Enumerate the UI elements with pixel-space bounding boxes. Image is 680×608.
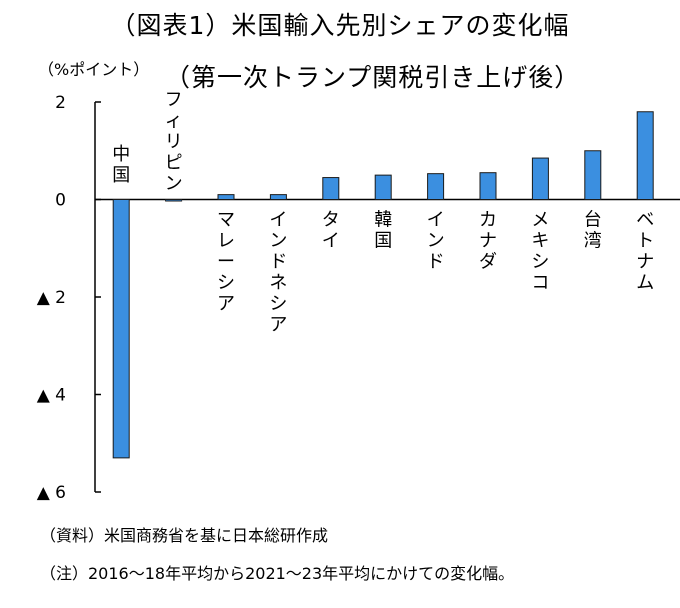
- source-note: （資料）米国商務省を基に日本総研作成: [40, 526, 329, 545]
- bar: [584, 150, 602, 200]
- category-label: タイ: [322, 210, 340, 252]
- category-label: カナダ: [479, 210, 497, 273]
- bar: [479, 172, 497, 200]
- category-label: メキシコ: [531, 210, 549, 294]
- bar: [112, 199, 130, 459]
- category-label: マレーシア: [217, 210, 235, 315]
- category-label: インド: [427, 210, 445, 273]
- y-tick-label: 2: [55, 93, 66, 113]
- footnote: （注）2016～18年平均から2021～23年平均にかけての変化幅。: [40, 564, 515, 583]
- y-tick-label: ▲ 4: [37, 386, 66, 406]
- bar: [322, 177, 340, 200]
- category-label: フィリピン: [165, 90, 183, 195]
- y-tick-label: ▲ 6: [37, 483, 66, 503]
- category-label: 韓国: [374, 210, 392, 252]
- bar: [374, 174, 392, 200]
- category-label: 台湾: [584, 210, 602, 252]
- bar: [269, 194, 287, 200]
- bar: [531, 157, 549, 200]
- bar: [217, 194, 235, 200]
- category-label: インドネシア: [269, 210, 287, 336]
- y-axis-unit: （%ポイント）: [38, 60, 150, 79]
- category-label: ベトナム: [636, 210, 654, 294]
- bar: [636, 111, 654, 200]
- y-tick-label: 0: [55, 191, 66, 211]
- y-tick-label: ▲ 2: [37, 288, 66, 308]
- bar: [165, 199, 183, 202]
- bar: [427, 173, 445, 201]
- category-label: 中国: [112, 144, 130, 186]
- chart-title: （図表1）米国輸入先別シェアの変化幅: [110, 11, 570, 40]
- chart-subtitle: （第一次トランプ関税引き上げ後）: [165, 63, 581, 92]
